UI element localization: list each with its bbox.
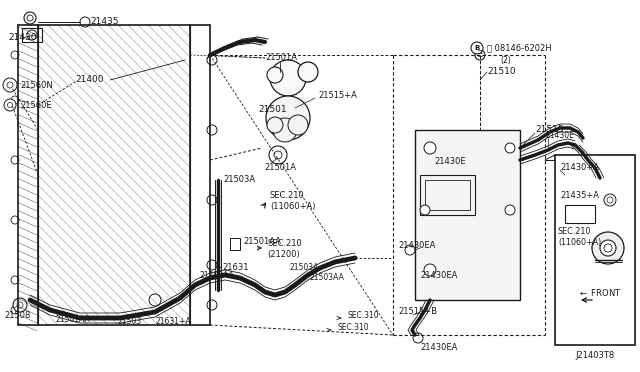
Circle shape: [420, 205, 430, 215]
Circle shape: [207, 260, 217, 270]
Text: 21515+B: 21515+B: [398, 308, 437, 317]
Circle shape: [207, 125, 217, 135]
Bar: [415, 130, 520, 300]
Circle shape: [207, 300, 217, 310]
Circle shape: [207, 195, 217, 205]
Text: 21400: 21400: [75, 76, 104, 84]
Text: SEC.310: SEC.310: [348, 311, 380, 320]
Text: $\leftarrow$ FRONT: $\leftarrow$ FRONT: [578, 286, 621, 298]
Circle shape: [607, 197, 613, 203]
Text: SEC.210: SEC.210: [558, 228, 591, 237]
Text: 21501A: 21501A: [265, 54, 297, 62]
Circle shape: [13, 298, 27, 312]
Circle shape: [413, 333, 423, 343]
Circle shape: [3, 78, 17, 92]
Text: 21515: 21515: [535, 125, 564, 135]
Text: 21503A: 21503A: [223, 176, 255, 185]
Text: SEC.210: SEC.210: [267, 238, 301, 247]
Circle shape: [424, 142, 436, 154]
Text: 21430EA: 21430EA: [420, 343, 458, 353]
Circle shape: [604, 244, 612, 252]
Text: 21430E: 21430E: [545, 131, 574, 140]
Text: (11060+A): (11060+A): [558, 237, 601, 247]
Text: 21430E: 21430E: [434, 157, 466, 167]
Text: 21503: 21503: [118, 317, 142, 327]
Text: 21435+A: 21435+A: [560, 190, 599, 199]
Bar: [555, 155, 635, 345]
Text: (2): (2): [500, 55, 511, 64]
Text: B: B: [474, 45, 479, 51]
Circle shape: [600, 240, 616, 256]
Circle shape: [17, 302, 23, 308]
Circle shape: [471, 42, 483, 54]
Bar: [22, 28, 42, 42]
Text: 21501AA: 21501AA: [243, 237, 281, 247]
Circle shape: [266, 96, 310, 140]
Text: 21430+A: 21430+A: [560, 164, 599, 173]
Bar: [230, 238, 240, 250]
Circle shape: [592, 232, 624, 264]
Circle shape: [80, 17, 90, 27]
Circle shape: [405, 245, 415, 255]
Text: 21430EA: 21430EA: [398, 241, 435, 250]
Text: SEC.310: SEC.310: [338, 323, 370, 331]
Circle shape: [11, 51, 19, 59]
Circle shape: [8, 103, 13, 108]
Text: 21501: 21501: [258, 106, 287, 115]
Text: 21560E: 21560E: [20, 100, 52, 109]
Circle shape: [274, 151, 282, 159]
Text: 21631+A: 21631+A: [155, 317, 191, 327]
Text: 21510: 21510: [487, 67, 516, 77]
Text: Ⓑ 08146-6202H: Ⓑ 08146-6202H: [487, 44, 552, 52]
Circle shape: [24, 12, 36, 24]
Text: 21503AA: 21503AA: [200, 270, 235, 279]
Text: 21503A: 21503A: [290, 263, 319, 273]
Circle shape: [11, 156, 19, 164]
Text: 21430EA: 21430EA: [420, 270, 458, 279]
Circle shape: [298, 62, 318, 82]
Text: (21200): (21200): [267, 250, 300, 259]
Circle shape: [149, 294, 161, 306]
Text: 21430: 21430: [8, 33, 36, 42]
Text: 21508: 21508: [4, 311, 30, 320]
Circle shape: [267, 117, 283, 133]
Circle shape: [11, 96, 19, 104]
Text: 21515+A: 21515+A: [318, 90, 357, 99]
Text: 21560N: 21560N: [20, 80, 52, 90]
Circle shape: [4, 99, 16, 111]
Circle shape: [505, 205, 515, 215]
Circle shape: [273, 118, 297, 142]
Text: 21435: 21435: [90, 17, 118, 26]
Text: (11060+A): (11060+A): [270, 202, 316, 211]
Circle shape: [11, 306, 19, 314]
Circle shape: [207, 55, 217, 65]
Circle shape: [27, 30, 37, 40]
Circle shape: [475, 50, 485, 60]
Text: 21501AA: 21501AA: [55, 315, 90, 324]
Text: J21403T8: J21403T8: [575, 352, 614, 360]
Circle shape: [505, 143, 515, 153]
Text: 21631: 21631: [222, 263, 248, 273]
Circle shape: [270, 60, 306, 96]
Circle shape: [267, 67, 283, 83]
Circle shape: [269, 146, 287, 164]
Circle shape: [7, 82, 13, 88]
Bar: [565, 205, 595, 223]
Bar: [420, 175, 475, 215]
Text: 21503AA: 21503AA: [310, 273, 345, 282]
Circle shape: [11, 216, 19, 224]
Text: 21501A: 21501A: [264, 164, 296, 173]
Text: SEC.210: SEC.210: [270, 190, 305, 199]
Circle shape: [27, 15, 33, 21]
Circle shape: [424, 264, 436, 276]
Circle shape: [288, 115, 308, 135]
Circle shape: [11, 276, 19, 284]
Circle shape: [604, 194, 616, 206]
Bar: [425, 180, 470, 210]
